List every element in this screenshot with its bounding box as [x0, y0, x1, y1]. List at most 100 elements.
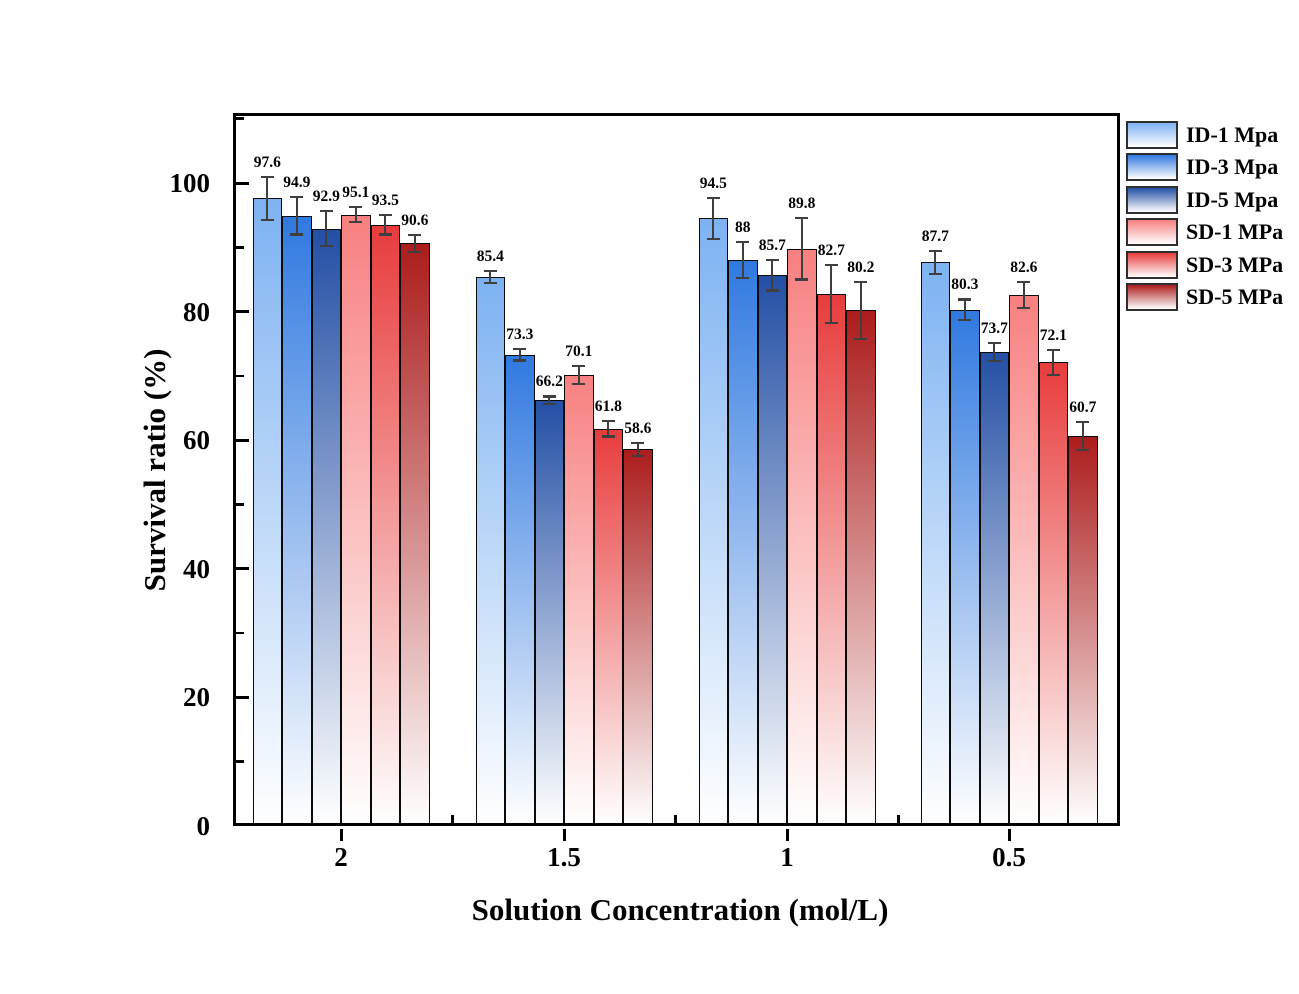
y-minor-tick-90 [236, 246, 244, 249]
bar-value-label: 93.5 [371, 192, 399, 210]
legend-swatch [1126, 250, 1178, 279]
error-bar [518, 348, 521, 361]
error-cap-bottom [601, 435, 615, 438]
y-major-tick-60 [236, 438, 249, 442]
bar-SD-1-MPa-0.5 [1009, 294, 1039, 826]
x-axis-title: Solution Concentration (mol/L) [471, 892, 889, 927]
error-bar [295, 197, 298, 235]
bar-ID-3-Mpa-2 [282, 215, 312, 826]
bar-SD-1-MPa-2 [341, 214, 371, 826]
error-cap-top [631, 441, 645, 444]
x-minor-tick-boundary-0 [451, 815, 454, 823]
x-major-tick-outer-2 [339, 829, 343, 841]
error-cap-top [319, 210, 333, 213]
y-major-tick-40 [236, 567, 249, 571]
x-minor-tick-boundary-1 [674, 815, 677, 823]
legend: ID-1 Mpa ID-3 Mpa ID-5 Mpa SD-1 MPa SD-3 MPa… [1126, 121, 1299, 321]
bar-SD-3-MPa-1 [816, 294, 846, 826]
error-cap-bottom [1076, 448, 1090, 452]
error-cap-bottom [542, 403, 556, 406]
bar-SD-5-MPa-1 [846, 310, 876, 826]
error-bar [800, 217, 803, 280]
error-cap-top [1046, 349, 1060, 352]
bar-value-label: 88 [735, 219, 751, 237]
bar-value-label: 85.4 [476, 248, 504, 266]
y-tick-label-40: 40 [183, 553, 210, 584]
bar-ID-3-Mpa-1 [728, 260, 758, 826]
x-major-tick-outer-0.5 [1007, 829, 1011, 841]
legend-label: SD-3 MPa [1186, 251, 1284, 277]
bar-ID-5-Mpa-2 [311, 228, 341, 826]
y-minor-tick-10 [236, 760, 244, 763]
error-cap-top [736, 241, 750, 244]
error-bar [548, 396, 551, 405]
error-bar [489, 271, 492, 283]
y-tick-label-20: 20 [183, 682, 210, 713]
error-cap-bottom [736, 277, 750, 280]
error-cap-bottom [378, 233, 392, 236]
error-cap-bottom [928, 272, 942, 275]
bar-value-label: 87.7 [921, 227, 949, 245]
legend-item-SD-1-MPa: SD-1 MPa [1126, 218, 1299, 247]
bar-value-label: 60.7 [1069, 398, 1097, 416]
bar-value-label: 61.8 [594, 397, 622, 415]
legend-label: SD-5 MPa [1186, 284, 1284, 309]
bar-SD-5-MPa-1.5 [623, 449, 653, 826]
error-cap-top [542, 395, 556, 398]
error-bar [577, 366, 580, 385]
error-cap-bottom [765, 289, 779, 292]
error-bar [636, 442, 639, 456]
bar-value-label: 85.7 [758, 236, 786, 254]
error-bar [266, 177, 269, 220]
error-cap-top [795, 216, 809, 219]
legend-item-ID-3-Mpa: ID-3 Mpa [1126, 153, 1299, 182]
error-cap-top [854, 281, 868, 284]
bar-ID-5-Mpa-1.5 [534, 400, 564, 826]
error-cap-top [706, 196, 720, 199]
error-bar [859, 282, 862, 339]
error-cap-top [928, 249, 942, 252]
bar-SD-1-MPa-1 [787, 248, 817, 826]
bar-value-label: 66.2 [535, 373, 563, 391]
legend-swatch [1126, 283, 1178, 311]
x-major-tick-outer-1.5 [562, 829, 566, 841]
bar-ID-5-Mpa-0.5 [979, 352, 1009, 826]
error-cap-bottom [260, 218, 274, 221]
error-cap-bottom [631, 454, 645, 457]
bar-value-label: 73.3 [506, 325, 534, 343]
y-axis-title: Survival ratio (%) [137, 348, 172, 592]
error-cap-top [958, 298, 972, 301]
x-tick-label-1.5: 1.5 [547, 842, 581, 872]
legend-label: SD-1 MPa [1186, 219, 1284, 245]
error-cap-top [1017, 281, 1031, 284]
bar-value-label: 89.8 [788, 194, 816, 212]
bar-SD-3-MPa-2 [370, 224, 400, 826]
legend-item-ID-5-Mpa: ID-5 Mpa [1126, 185, 1299, 214]
error-cap-top [260, 176, 274, 179]
legend-label: ID-5 Mpa [1186, 186, 1279, 212]
bar-value-label: 82.7 [817, 242, 845, 260]
error-bar [413, 235, 416, 252]
y-major-tick-20 [236, 695, 249, 699]
y-minor-tick-30 [236, 631, 244, 635]
y-tick-label-80: 80 [183, 296, 210, 327]
x-tick-label-2: 2 [334, 842, 348, 872]
bar-value-label: 92.9 [312, 188, 340, 206]
error-bar [963, 299, 966, 320]
error-cap-bottom [513, 359, 527, 362]
error-bar [712, 197, 715, 239]
legend-swatch [1126, 121, 1178, 149]
error-bar [384, 215, 387, 235]
bar-value-label: 58.6 [624, 419, 652, 437]
bar-ID-1-Mpa-1 [698, 218, 728, 826]
error-cap-bottom [290, 233, 304, 236]
y-minor-tick-70 [236, 374, 244, 378]
error-cap-top [483, 270, 497, 273]
y-tick-label-60: 60 [183, 425, 210, 456]
plot-area: 97.6 94.9 92.9 95.1 93.5 90.6 85.4 73.3 66.2 70.1… [233, 113, 1120, 826]
bar-value-label: 80.3 [951, 276, 979, 294]
error-cap-top [290, 196, 304, 199]
error-cap-top [601, 419, 615, 423]
legend-swatch [1126, 153, 1178, 182]
